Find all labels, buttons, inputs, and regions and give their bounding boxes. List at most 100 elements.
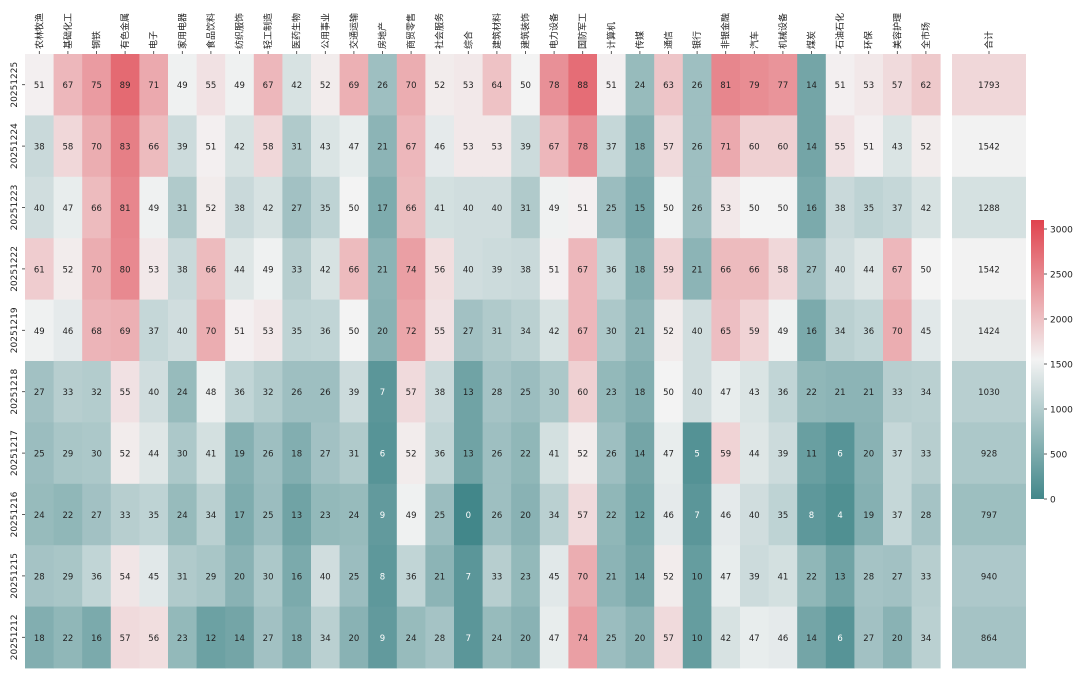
cell-value-label: 21 — [863, 388, 874, 398]
cell-value-label: 55 — [434, 327, 445, 337]
heatmap-cell — [654, 606, 684, 669]
heatmap-cell — [225, 606, 255, 669]
cell-value-label: 38 — [34, 143, 45, 153]
heatmap-cell — [454, 115, 483, 178]
heatmap-cell — [911, 54, 941, 116]
cell-value-label: 5 — [694, 450, 699, 460]
cell-value-label: 29 — [62, 572, 73, 582]
cell-value-label: 53 — [263, 327, 274, 337]
heatmap-cell — [482, 361, 512, 423]
cell-value-label: 89 — [120, 81, 131, 91]
cell-value-label: 36 — [777, 388, 788, 398]
cell-value-label: 26 — [606, 450, 617, 460]
cell-value-label: 35 — [148, 511, 159, 521]
cell-value-label: 31 — [491, 327, 502, 337]
heatmap-cell — [625, 299, 655, 362]
x-tick-label: 传媒 — [634, 31, 646, 49]
heatmap-cell — [311, 115, 340, 178]
heatmap-cell — [253, 483, 283, 546]
cell-value-label: 25 — [520, 388, 531, 398]
heatmap-cell — [139, 483, 169, 546]
heatmap-cell — [883, 238, 912, 300]
heatmap-cell — [883, 483, 912, 546]
cell-value-label: 47 — [549, 634, 560, 644]
heatmap-cell — [253, 606, 283, 669]
heatmap-cell — [511, 115, 541, 178]
cell-value-label: 21 — [634, 327, 645, 337]
cell-value-label: 45 — [148, 572, 159, 582]
cell-value-label: 48 — [205, 388, 216, 398]
x-tick-label: 社会服务 — [434, 13, 446, 49]
cell-value-label: 30 — [549, 388, 560, 398]
heatmap-cell — [454, 238, 483, 300]
heatmap-cell — [82, 361, 112, 423]
cell-value-label: 7 — [380, 388, 385, 398]
cell-value-label: 79 — [749, 81, 760, 91]
heatmap-cell — [740, 54, 769, 116]
heatmap-cell — [797, 422, 827, 485]
heatmap-cell — [797, 238, 827, 300]
heatmap-cell — [883, 176, 912, 239]
cell-value-label: 14 — [806, 81, 817, 91]
heatmap-cell — [482, 606, 512, 669]
heatmap-cell — [597, 361, 626, 423]
cell-value-label: 70 — [91, 143, 102, 153]
cell-value-label: 24 — [406, 634, 417, 644]
cell-value-label: 81 — [720, 81, 731, 91]
heatmap-cell — [225, 361, 255, 423]
cell-value-label: 34 — [320, 634, 331, 644]
cell-value-label: 39 — [491, 265, 502, 275]
cell-value-label: 36 — [434, 450, 445, 460]
heatmap-cell — [396, 606, 426, 669]
heatmap-cell — [854, 176, 884, 239]
cell-value-label: 32 — [263, 388, 274, 398]
heatmap-cell — [253, 176, 283, 239]
cell-value-label: 17 — [377, 204, 388, 214]
cell-value-label: 18 — [34, 634, 45, 644]
heatmap-cell — [682, 176, 712, 239]
heatmap-cell — [854, 238, 884, 300]
cell-value-label: 20 — [892, 634, 903, 644]
cell-value-label: 14 — [234, 634, 245, 644]
heatmap-cell — [883, 361, 912, 423]
cell-value-label: 37 — [606, 143, 617, 153]
cell-value-label: 22 — [606, 511, 617, 521]
cell-value-label: 52 — [663, 572, 674, 582]
heatmap-cell — [482, 299, 512, 362]
cell-value-label: 34 — [920, 388, 931, 398]
cell-value-label: 22 — [806, 388, 817, 398]
cell-value-label: 65 — [720, 327, 731, 337]
total-value-label: 797 — [981, 511, 997, 521]
heatmap-cell — [282, 115, 312, 178]
heatmap-cell — [825, 115, 855, 178]
heatmap-cell — [25, 299, 54, 362]
x-tick-label: 机械设备 — [777, 13, 789, 49]
heatmap-cell — [25, 176, 54, 239]
heatmap-cell — [139, 115, 169, 178]
x-tick-label: 非银金融 — [720, 13, 732, 49]
cell-value-label: 57 — [663, 634, 674, 644]
heatmap-cell — [368, 115, 398, 178]
heatmap-cell — [768, 238, 798, 300]
cell-value-label: 26 — [692, 204, 703, 214]
heatmap-cell — [282, 54, 312, 116]
heatmap-cell — [225, 54, 255, 116]
heatmap-cell — [225, 238, 255, 300]
y-tick-label: 20251215 — [10, 553, 20, 599]
heatmap-cell — [539, 606, 569, 669]
cell-value-label: 41 — [434, 204, 445, 214]
heatmap-cell — [425, 238, 455, 300]
heatmap-cell — [82, 115, 112, 178]
heatmap-cell — [625, 115, 655, 178]
colorbar-tick-label: 500 — [1050, 451, 1067, 461]
colorbar-tick-label: 0 — [1050, 496, 1056, 506]
cell-value-label: 51 — [234, 327, 245, 337]
cell-value-label: 18 — [634, 388, 645, 398]
heatmap-cell — [454, 299, 483, 362]
heatmap-cell — [425, 299, 455, 362]
x-tick-label: 国防军工 — [577, 13, 589, 49]
cell-value-label: 74 — [406, 265, 417, 275]
cell-value-label: 15 — [634, 204, 645, 214]
cell-value-label: 33 — [120, 511, 131, 521]
heatmap-cell — [511, 361, 541, 423]
